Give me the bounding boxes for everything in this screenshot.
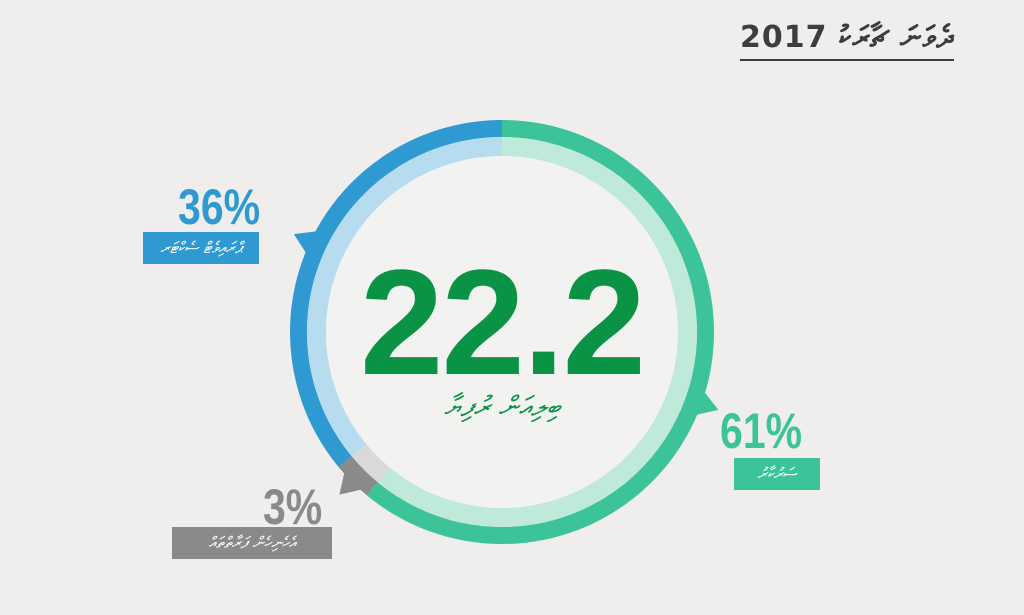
donut-center-disc <box>326 156 678 508</box>
slice-3-percent-label: 3% <box>262 479 322 535</box>
slice-2-category-tag: ސަރުކާރު <box>734 458 820 490</box>
slice-1-percent-label: 36% <box>177 179 260 235</box>
center-total-value: 22.2 <box>360 238 646 406</box>
slice-pointer-2 <box>694 390 719 416</box>
donut-slice-inner-3 <box>351 444 390 483</box>
donut-slice-inner-1 <box>307 137 502 457</box>
donut-slice-outer-2 <box>366 120 714 544</box>
slice-1-category-tag: ޕްރައިވެޓް ސެކްޓަރ <box>143 232 259 264</box>
slice-3-category-tag: އެހެނިހެން ފަރާތްތައް <box>172 527 332 559</box>
chart-title: ދެވަނަ ޗާރަކު 2017 <box>739 20 954 61</box>
center-total-label: ބިލިއަން ރުފިޔާ <box>443 390 560 423</box>
slice-pointer-1 <box>293 231 318 255</box>
slice-2-percent-label: 61% <box>719 403 802 459</box>
donut-slice-inner-2 <box>377 137 697 527</box>
donut-slice-outer-3 <box>338 456 378 496</box>
slice-pointer-3 <box>339 471 363 495</box>
donut-slice-outer-1 <box>290 119 502 468</box>
